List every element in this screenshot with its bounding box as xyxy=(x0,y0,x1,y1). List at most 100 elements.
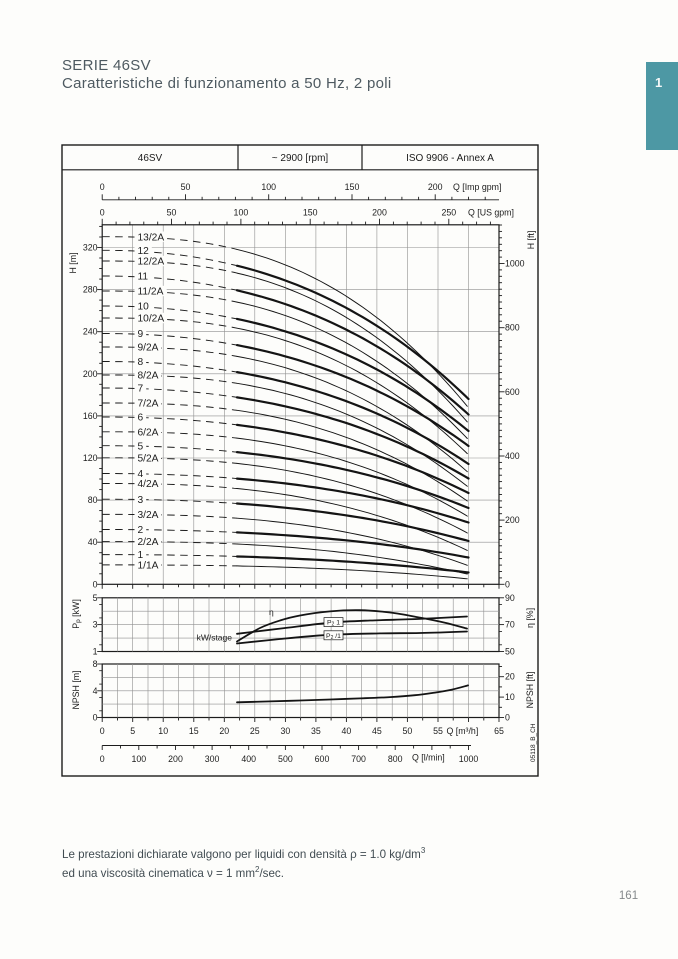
svg-text:25: 25 xyxy=(250,726,260,736)
svg-text:11: 11 xyxy=(138,272,149,283)
svg-text:η: η xyxy=(269,607,274,617)
svg-text:0: 0 xyxy=(505,713,510,723)
svg-text:6/2A: 6/2A xyxy=(138,427,159,438)
svg-text:13/2A: 13/2A xyxy=(138,232,165,243)
svg-text:35: 35 xyxy=(311,726,321,736)
svg-text:6: 6 xyxy=(138,413,144,424)
svg-text:1: 1 xyxy=(138,550,144,561)
svg-text:12: 12 xyxy=(138,246,150,257)
svg-text:Q [US gpm]: Q [US gpm] xyxy=(468,208,514,218)
svg-text:240: 240 xyxy=(83,327,98,337)
svg-text:0: 0 xyxy=(100,754,105,764)
svg-text:3: 3 xyxy=(138,495,144,506)
svg-text:0: 0 xyxy=(505,579,510,589)
svg-text:10: 10 xyxy=(158,726,168,736)
svg-text:0: 0 xyxy=(100,208,105,218)
svg-text:45: 45 xyxy=(372,726,382,736)
svg-text:200: 200 xyxy=(83,369,98,379)
svg-text:0: 0 xyxy=(93,579,98,589)
svg-text:5/2A: 5/2A xyxy=(138,453,159,464)
svg-text:0: 0 xyxy=(93,713,98,723)
svg-text:4: 4 xyxy=(93,686,98,696)
svg-text:65: 65 xyxy=(494,726,504,736)
svg-text:30: 30 xyxy=(281,726,291,736)
svg-text:800: 800 xyxy=(388,754,403,764)
svg-text:5: 5 xyxy=(93,593,98,603)
svg-text:~ 2900 [rpm]: ~ 2900 [rpm] xyxy=(272,153,329,164)
svg-text:250: 250 xyxy=(441,208,456,218)
svg-text:9: 9 xyxy=(138,329,144,340)
svg-text:4/2A: 4/2A xyxy=(138,479,159,490)
svg-text:Q [m³/h]: Q [m³/h] xyxy=(447,726,479,736)
svg-text:20: 20 xyxy=(219,726,229,736)
svg-text:50: 50 xyxy=(403,726,413,736)
svg-text:kW/stage: kW/stage xyxy=(197,633,233,643)
svg-text:3/2A: 3/2A xyxy=(138,510,159,521)
svg-text:3: 3 xyxy=(93,620,98,630)
svg-text:700: 700 xyxy=(351,754,366,764)
svg-text:70: 70 xyxy=(505,620,515,630)
svg-text:1: 1 xyxy=(93,647,98,657)
svg-text:600: 600 xyxy=(505,387,520,397)
svg-text:200: 200 xyxy=(428,182,443,192)
svg-text:12/2A: 12/2A xyxy=(138,257,165,268)
svg-text:55: 55 xyxy=(433,726,443,736)
svg-text:10: 10 xyxy=(505,692,515,702)
svg-text:1000: 1000 xyxy=(459,754,479,764)
svg-text:400: 400 xyxy=(505,451,520,461)
svg-text:7: 7 xyxy=(138,384,144,395)
svg-text:160: 160 xyxy=(83,411,98,421)
svg-text:120: 120 xyxy=(83,453,98,463)
svg-text:η [%]: η [%] xyxy=(525,608,535,628)
svg-text:200: 200 xyxy=(505,515,520,525)
svg-text:Q [l/min]: Q [l/min] xyxy=(412,753,445,763)
svg-text:50: 50 xyxy=(505,647,515,657)
svg-text:5: 5 xyxy=(130,726,135,736)
svg-text:15: 15 xyxy=(189,726,199,736)
svg-text:P2 /1: P2 /1 xyxy=(326,633,341,641)
svg-text:46SV: 46SV xyxy=(138,153,163,164)
svg-text:H [m]: H [m] xyxy=(68,252,78,273)
svg-text:10: 10 xyxy=(138,302,150,313)
svg-text:2/2A: 2/2A xyxy=(138,537,159,548)
svg-text:8: 8 xyxy=(138,357,144,368)
svg-text:NPSH [ft]: NPSH [ft] xyxy=(525,672,535,709)
svg-text:150: 150 xyxy=(303,208,318,218)
svg-text:5: 5 xyxy=(138,441,144,452)
svg-text:600: 600 xyxy=(315,754,330,764)
svg-text:100: 100 xyxy=(131,754,146,764)
svg-text:P2 1: P2 1 xyxy=(327,620,340,628)
svg-text:90: 90 xyxy=(505,593,515,603)
svg-text:20: 20 xyxy=(505,672,515,682)
svg-text:05118_B_CH: 05118_B_CH xyxy=(530,723,537,762)
svg-text:300: 300 xyxy=(205,754,220,764)
svg-text:1000: 1000 xyxy=(505,259,525,269)
svg-text:1/1A: 1/1A xyxy=(138,561,159,572)
svg-text:0: 0 xyxy=(100,726,105,736)
svg-text:Q [Imp gpm]: Q [Imp gpm] xyxy=(453,182,501,192)
svg-text:9/2A: 9/2A xyxy=(138,343,159,354)
svg-text:40: 40 xyxy=(88,537,98,547)
svg-text:50: 50 xyxy=(167,208,177,218)
svg-text:Pp [kW]: Pp [kW] xyxy=(71,599,82,629)
svg-text:NPSH [m]: NPSH [m] xyxy=(71,670,81,709)
svg-text:2: 2 xyxy=(138,525,144,536)
svg-text:H [ft]: H [ft] xyxy=(526,231,536,250)
svg-text:11/2A: 11/2A xyxy=(138,287,164,298)
svg-text:40: 40 xyxy=(342,726,352,736)
svg-text:ISO 9906 - Annex A: ISO 9906 - Annex A xyxy=(406,153,494,164)
svg-text:10/2A: 10/2A xyxy=(138,314,165,325)
svg-text:80: 80 xyxy=(88,495,98,505)
svg-text:500: 500 xyxy=(278,754,293,764)
svg-text:200: 200 xyxy=(168,754,183,764)
svg-text:8/2A: 8/2A xyxy=(138,371,159,382)
svg-text:150: 150 xyxy=(345,182,360,192)
svg-text:100: 100 xyxy=(234,208,249,218)
svg-text:280: 280 xyxy=(83,285,98,295)
svg-text:400: 400 xyxy=(241,754,256,764)
svg-text:800: 800 xyxy=(505,323,520,333)
svg-text:8: 8 xyxy=(93,659,98,669)
svg-text:320: 320 xyxy=(83,243,98,253)
svg-text:50: 50 xyxy=(181,182,191,192)
svg-text:4: 4 xyxy=(138,469,144,480)
